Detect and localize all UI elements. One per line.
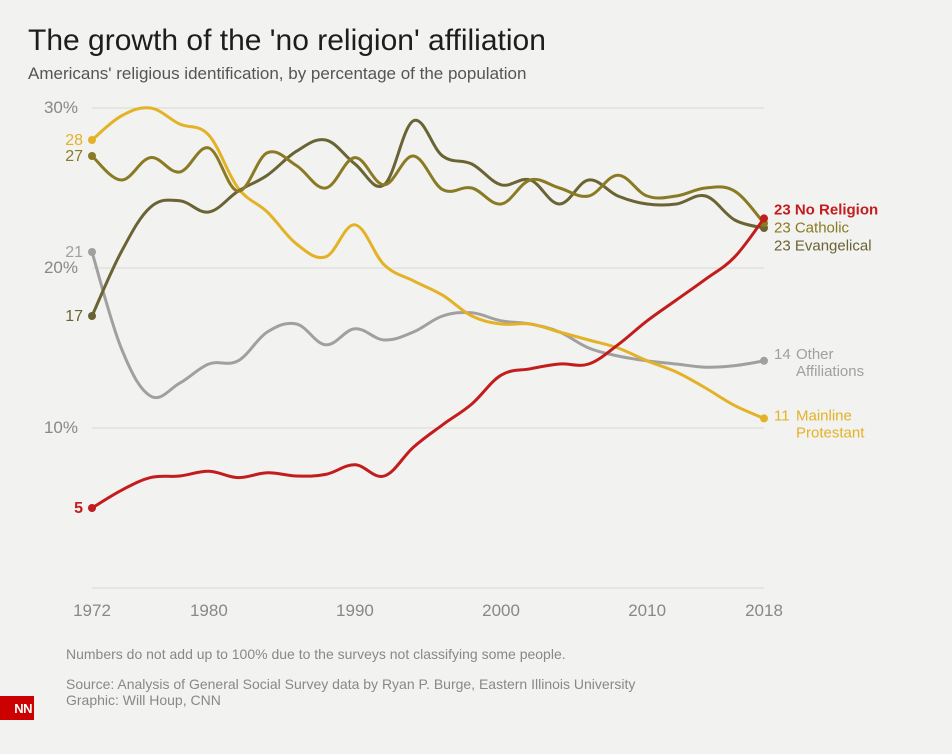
svg-text:10%: 10% (44, 418, 78, 437)
svg-text:27: 27 (65, 148, 83, 165)
svg-text:Other: Other (796, 346, 834, 363)
svg-text:23 Evangelical: 23 Evangelical (774, 237, 872, 254)
svg-text:5: 5 (74, 500, 83, 517)
svg-text:Affiliations: Affiliations (796, 363, 864, 380)
svg-text:28: 28 (65, 132, 83, 149)
graphic-credit: Graphic: Will Houp, CNN (66, 692, 924, 708)
chart-page: The growth of the 'no religion' affiliat… (0, 0, 952, 754)
svg-text:1972: 1972 (73, 601, 111, 620)
chart-footnote: Numbers do not add up to 100% due to the… (66, 646, 924, 662)
svg-text:2010: 2010 (628, 601, 666, 620)
page-subtitle: Americans' religious identification, by … (28, 64, 924, 84)
svg-text:Protestant: Protestant (796, 424, 865, 441)
svg-text:1980: 1980 (190, 601, 228, 620)
source-block: Source: Analysis of General Social Surve… (66, 676, 924, 708)
cnn-logo: NN (0, 696, 34, 720)
svg-text:14: 14 (774, 346, 791, 363)
page-title: The growth of the 'no religion' affiliat… (28, 24, 924, 58)
svg-text:17: 17 (65, 308, 83, 325)
svg-text:2000: 2000 (482, 601, 520, 620)
svg-text:Mainline: Mainline (796, 407, 852, 424)
svg-text:21: 21 (65, 244, 83, 261)
svg-text:30%: 30% (44, 98, 78, 117)
chart-container: 10%20%30%1972198019902000201020182128172… (28, 98, 924, 638)
svg-text:1990: 1990 (336, 601, 374, 620)
svg-text:23 No Religion: 23 No Religion (774, 201, 878, 218)
svg-text:23 Catholic: 23 Catholic (774, 219, 850, 236)
svg-text:11: 11 (774, 407, 790, 424)
line-chart: 10%20%30%1972198019902000201020182128172… (28, 98, 924, 638)
svg-text:2018: 2018 (745, 601, 783, 620)
source-line: Source: Analysis of General Social Surve… (66, 676, 924, 692)
